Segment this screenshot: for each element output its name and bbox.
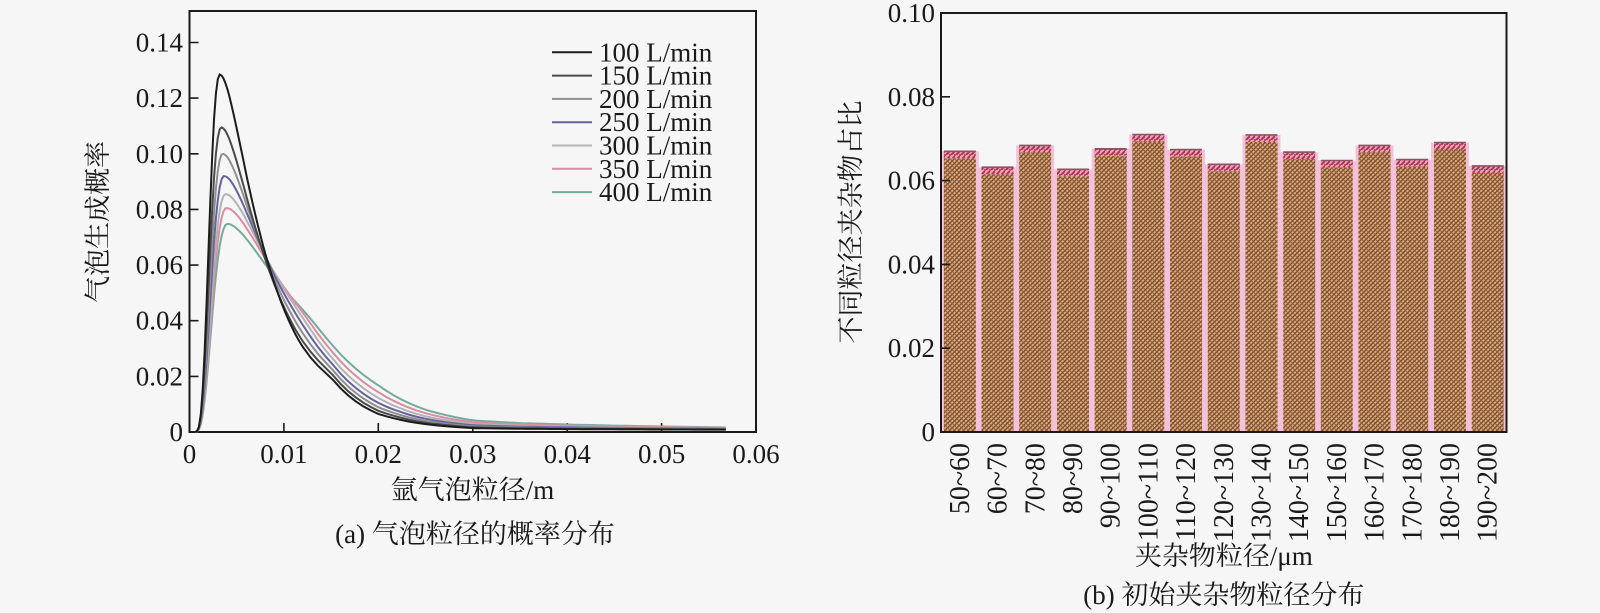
svg-text:130~140: 130~140 [1246,443,1277,542]
svg-text:0.12: 0.12 [136,83,183,113]
svg-text:250 L/min: 250 L/min [599,107,713,137]
svg-text:160~170: 160~170 [1360,443,1391,542]
svg-text:0.03: 0.03 [449,439,496,469]
svg-text:0.04: 0.04 [136,306,184,336]
svg-text:150 L/min: 150 L/min [599,61,713,91]
svg-text:180~190: 180~190 [1435,443,1466,542]
svg-text:90~100: 90~100 [1096,443,1127,528]
svg-text:70~80: 70~80 [1020,443,1051,514]
svg-text:0: 0 [922,417,936,447]
svg-text:0: 0 [170,417,184,447]
svg-text:0.06: 0.06 [136,250,183,280]
svg-text:190~200: 190~200 [1473,443,1504,542]
svg-text:120~130: 120~130 [1209,443,1240,542]
svg-text:0.02: 0.02 [136,361,183,391]
svg-text:0.02: 0.02 [355,439,402,469]
svg-text:0.14: 0.14 [136,28,184,58]
svg-text:50~60: 50~60 [945,443,976,514]
svg-text:100 L/min: 100 L/min [599,37,713,67]
svg-text:0.01: 0.01 [260,439,307,469]
svg-text:0.02: 0.02 [888,333,935,363]
svg-text:0.05: 0.05 [638,439,685,469]
svg-text:100~110: 100~110 [1133,443,1164,541]
svg-text:170~180: 170~180 [1397,443,1428,542]
svg-text:150~160: 150~160 [1322,443,1353,542]
svg-text:0: 0 [183,439,197,469]
svg-text:80~90: 80~90 [1058,443,1089,514]
svg-text:300 L/min: 300 L/min [599,131,713,161]
svg-text:0.10: 0.10 [136,139,183,169]
svg-text:0.06: 0.06 [732,439,779,469]
svg-text:0.04: 0.04 [888,249,936,279]
svg-text:0.10: 0.10 [888,0,935,28]
svg-text:0.06: 0.06 [888,166,935,196]
svg-text:400 L/min: 400 L/min [599,177,713,207]
svg-text:0.08: 0.08 [888,82,935,112]
svg-text:110~120: 110~120 [1171,443,1202,541]
svg-text:140~150: 140~150 [1284,443,1315,542]
svg-text:0.04: 0.04 [544,439,592,469]
svg-text:0.08: 0.08 [136,194,183,224]
svg-text:350 L/min: 350 L/min [599,154,713,184]
svg-text:60~70: 60~70 [983,443,1014,514]
svg-text:200 L/min: 200 L/min [599,84,713,114]
